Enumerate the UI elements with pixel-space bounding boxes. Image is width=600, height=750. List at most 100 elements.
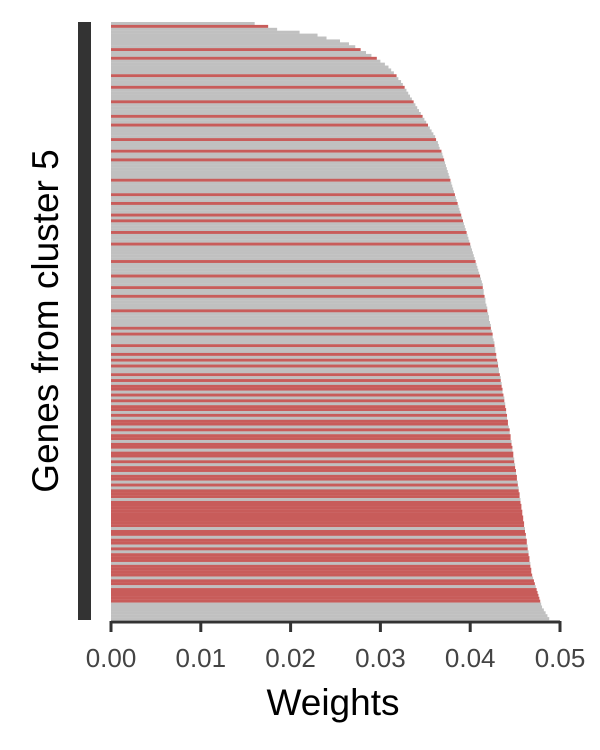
- gene-bar: [111, 260, 476, 264]
- gene-bar: [111, 442, 512, 446]
- y-axis-label: Genes from cluster 5: [25, 149, 66, 492]
- gene-bar: [111, 579, 534, 583]
- gene-bar: [111, 413, 508, 417]
- gene-bar: [111, 170, 448, 174]
- gene-bar: [111, 512, 523, 516]
- x-tick-label: 0.03: [355, 643, 406, 673]
- gene-bar: [111, 103, 416, 107]
- gene-bar: [111, 361, 499, 365]
- gene-bar: [111, 222, 464, 226]
- gene-bar: [111, 617, 550, 621]
- gene-bar: [111, 437, 511, 441]
- gene-bar: [111, 167, 447, 171]
- gene-bar: [111, 321, 490, 325]
- gene-bar: [111, 245, 472, 249]
- gene-bar: [111, 410, 507, 415]
- gene-bar: [111, 599, 541, 603]
- gene-bar: [111, 228, 466, 232]
- gene-bar: [111, 74, 397, 78]
- gene-bar: [111, 352, 497, 356]
- gene-bar: [111, 370, 499, 374]
- gene-bar: [111, 56, 377, 60]
- gene-bar: [111, 94, 411, 98]
- gene-bar: [111, 347, 496, 351]
- gene-bar: [111, 24, 269, 28]
- gene-bar: [111, 129, 432, 133]
- gene-bar: [111, 445, 513, 449]
- gene-bar: [111, 271, 480, 275]
- gene-bar: [111, 106, 418, 110]
- gene-bar: [111, 608, 544, 612]
- gene-bar: [111, 149, 442, 153]
- gene-bar: [111, 483, 518, 487]
- gene-bar: [111, 306, 488, 310]
- gene-bar: [111, 141, 438, 145]
- gene-bar: [111, 556, 530, 560]
- gene-bar: [111, 381, 502, 386]
- gene-bar: [111, 326, 491, 330]
- gene-bar: [111, 538, 527, 542]
- gene-bar: [111, 524, 525, 528]
- gene-bar: [111, 405, 506, 409]
- gene-bar: [111, 390, 503, 394]
- gene-bar: [111, 396, 505, 400]
- gene-bar: [111, 498, 521, 502]
- gene-bar: [111, 239, 470, 243]
- gene-bar: [111, 350, 496, 354]
- gene-bar: [111, 614, 548, 618]
- gene-bar: [111, 277, 481, 281]
- gene-bar: [111, 204, 459, 208]
- gene-bar: [111, 291, 484, 296]
- gene-bar: [111, 51, 367, 55]
- gene-bar: [111, 251, 473, 255]
- gene-bar: [111, 123, 428, 127]
- gene-bar: [111, 561, 531, 565]
- gene-bar: [111, 158, 445, 162]
- gene-bar: [111, 210, 461, 214]
- gene-bar: [111, 387, 503, 391]
- gene-bar: [111, 419, 508, 423]
- gene-bar: [111, 509, 523, 513]
- gene-bar: [111, 262, 477, 266]
- gene-bar: [111, 152, 443, 156]
- gene-bar: [111, 59, 381, 63]
- gene-bar: [111, 199, 457, 203]
- gene-bar: [111, 257, 475, 261]
- gene-bar: [111, 213, 462, 217]
- gene-bar: [111, 367, 499, 371]
- gene-bar: [111, 355, 497, 359]
- gene-bar: [111, 303, 487, 307]
- gene-bar: [111, 242, 471, 246]
- gene-bar: [111, 164, 446, 168]
- gene-bar: [111, 376, 501, 380]
- gene-bar: [111, 471, 516, 475]
- gene-bar: [111, 448, 513, 452]
- gene-bar: [111, 573, 533, 577]
- gene-bar: [111, 30, 300, 34]
- gene-bar: [111, 323, 491, 327]
- gene-bar: [111, 393, 504, 397]
- gene-bar: [111, 289, 484, 293]
- gene-bar: [111, 474, 517, 478]
- gene-bar: [111, 91, 409, 95]
- gene-bar: [111, 593, 539, 597]
- gene-bar: [111, 300, 486, 304]
- gene-bar: [111, 283, 483, 287]
- x-tick-label: 0.02: [265, 643, 316, 673]
- gene-bar: [111, 489, 519, 493]
- gene-bar: [111, 454, 514, 458]
- gene-bar: [111, 201, 458, 206]
- gene-bar: [111, 111, 421, 116]
- gene-bar: [111, 373, 500, 377]
- gene-bar: [111, 530, 525, 534]
- gene-bar: [111, 399, 505, 403]
- gene-bar: [111, 364, 499, 368]
- gene-bar: [111, 82, 403, 87]
- gene-bar: [111, 515, 524, 519]
- gene-bar: [111, 219, 464, 223]
- gene-bar: [111, 480, 518, 484]
- gene-bar: [111, 138, 437, 142]
- gene-bar: [111, 469, 516, 473]
- gene-bar: [111, 172, 449, 176]
- gene-bar: [111, 434, 511, 438]
